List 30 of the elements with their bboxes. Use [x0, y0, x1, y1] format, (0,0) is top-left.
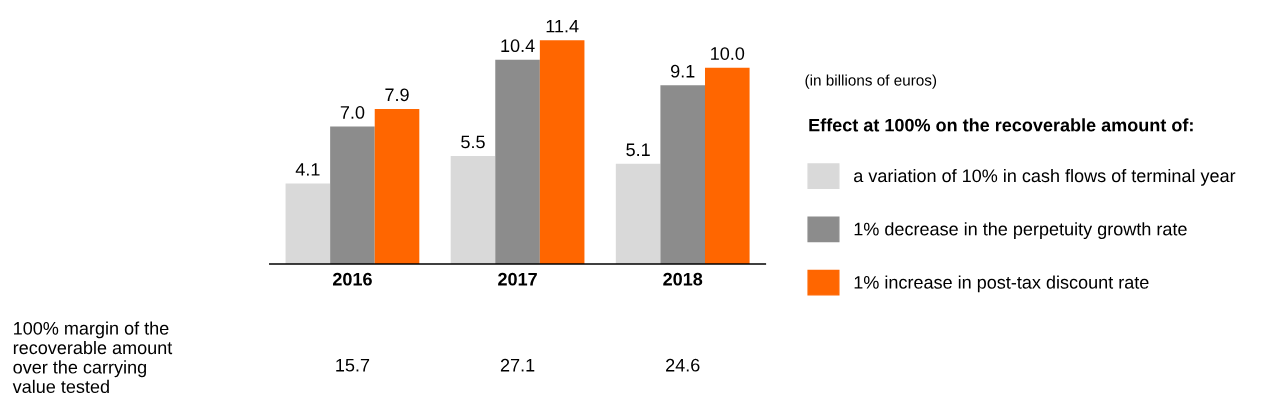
data-label: 10.0: [711, 47, 745, 60]
x-tick-label: 2016: [332, 272, 372, 286]
data-label: 7.9: [385, 88, 409, 102]
text: 15.7: [336, 359, 370, 372]
text: 100% margin of the recoverable amount over the carrying value tested: [12, 321, 173, 394]
x-tick-label: 2017: [498, 272, 537, 286]
data-label: 5.1: [626, 143, 650, 157]
data-label: 10.4: [501, 39, 535, 53]
legend-label: 1% decrease in the perpetuity growth rate: [854, 222, 1187, 240]
bar: [330, 126, 375, 264]
data-label: 11.4: [546, 19, 579, 33]
x-tick-label: 2018: [663, 272, 703, 286]
bar: [704, 67, 750, 264]
bar: [615, 163, 661, 264]
bar: [450, 156, 496, 264]
text: 24.6: [666, 358, 700, 372]
data-label: 5.5: [461, 135, 485, 149]
data-label: 4.1: [295, 163, 320, 176]
text: 27.1: [500, 358, 535, 372]
data-label: 9.1: [671, 64, 695, 78]
legend-label: 1% increase in post-tax discount rate: [854, 275, 1149, 293]
bar: [374, 108, 420, 264]
data-label: 7.0: [340, 106, 365, 119]
bar: [285, 183, 331, 264]
bar: [539, 40, 585, 264]
bar: [660, 85, 705, 264]
legend-label: a variation of 10% in cash flows of terminal year: [854, 168, 1236, 186]
legend-title: Effect at 100% on the recoverable amount of:: [809, 118, 1193, 132]
text: (in billions of euros): [805, 74, 937, 89]
bar: [495, 59, 540, 264]
